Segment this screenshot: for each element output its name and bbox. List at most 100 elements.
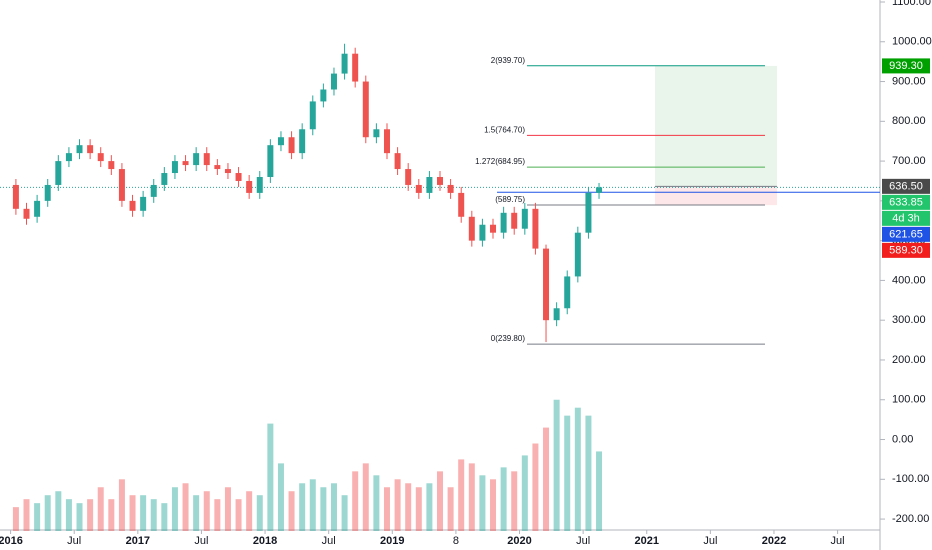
x-tick-label: Jul <box>576 535 590 547</box>
candle-body <box>341 53 348 74</box>
x-tick-label: 8 <box>453 535 459 547</box>
volume-bar <box>309 479 316 531</box>
candle-body <box>383 129 390 154</box>
candle-body <box>415 184 422 193</box>
fib-label: (589.75) <box>495 195 525 204</box>
volume-bar <box>415 487 422 531</box>
volume-bar <box>171 487 178 531</box>
volume-bar <box>543 427 550 531</box>
candle-body <box>203 153 210 166</box>
volume-bar <box>426 483 433 531</box>
price-tag <box>882 226 930 242</box>
candle-body <box>585 192 592 233</box>
volume-bar <box>352 471 359 531</box>
volume-bar <box>267 423 274 531</box>
volume-bar <box>193 495 200 531</box>
volume-bar <box>235 499 242 531</box>
volume-bar <box>596 451 603 531</box>
candle-body <box>44 184 51 201</box>
volume-bar <box>224 487 231 531</box>
candle-body <box>140 196 147 211</box>
volume-bar <box>65 499 72 531</box>
volume-bar <box>468 463 475 531</box>
volume-bar <box>246 491 253 531</box>
price-tag <box>882 58 930 74</box>
volume-bar <box>182 483 189 531</box>
candle-body <box>511 212 518 229</box>
volume-bar <box>330 483 337 531</box>
volume-bar <box>341 495 348 531</box>
volume-bar <box>553 399 560 531</box>
candle-body <box>458 192 465 217</box>
candle-body <box>23 208 30 219</box>
candle-body <box>34 200 41 217</box>
candle-body <box>309 101 316 130</box>
volume-bar <box>479 475 486 531</box>
candle-body <box>320 89 327 102</box>
candle-body <box>193 153 200 166</box>
y-tick-label: 0.00 <box>892 433 913 445</box>
y-tick-label: 400.00 <box>892 274 926 286</box>
y-tick-label: 700.00 <box>892 155 926 167</box>
candle-body <box>12 184 19 209</box>
candle-body <box>596 187 603 193</box>
volume-bar <box>256 495 263 531</box>
candle-body <box>214 165 221 170</box>
candle-body <box>394 153 401 170</box>
price-tag-label: 633.85 <box>889 196 923 208</box>
fib-label: 0(239.80) <box>491 334 526 343</box>
candle-body <box>267 145 274 177</box>
volume-bar <box>362 463 369 531</box>
x-tick-label: Jul <box>703 535 717 547</box>
volume-bar <box>299 483 306 531</box>
x-tick-label: 2019 <box>380 535 404 547</box>
stop-zone <box>655 186 777 206</box>
candle-body <box>426 177 433 193</box>
candle-body <box>288 137 295 154</box>
candle-body <box>161 173 168 185</box>
y-tick-label: 800.00 <box>892 115 926 127</box>
volume-bar <box>76 503 83 531</box>
volume-bar <box>458 459 465 531</box>
candle-body <box>405 169 412 185</box>
volume-bar <box>288 491 295 531</box>
candle-body <box>490 224 497 233</box>
candle-body <box>532 208 539 249</box>
volume-bar <box>140 495 147 531</box>
volume-bar <box>23 499 30 531</box>
candle-body <box>235 173 242 181</box>
price-tag-label: 939.30 <box>889 60 923 72</box>
candle-body <box>330 73 337 90</box>
x-tick-label: 2018 <box>253 535 277 547</box>
price-tag-label: 589.30 <box>889 244 923 256</box>
candle-body <box>521 208 528 229</box>
candle-body <box>65 153 72 162</box>
volume-bar <box>12 507 19 531</box>
volume-bar <box>490 479 497 531</box>
fib-label: 2(939.70) <box>491 56 526 65</box>
volume-bar <box>405 483 412 531</box>
volume-bar <box>129 495 136 531</box>
candle-body <box>564 276 571 309</box>
volume-bar <box>87 499 94 531</box>
x-tick-label: Jul <box>67 535 81 547</box>
volume-bar <box>55 491 62 531</box>
volume-bar <box>214 499 221 531</box>
price-tag <box>882 242 930 258</box>
candle-body <box>87 145 94 154</box>
candle-body <box>129 200 136 211</box>
volume-bar <box>585 415 592 531</box>
volume-bar <box>500 467 507 531</box>
volume-bar <box>320 487 327 531</box>
candle-body <box>543 248 550 321</box>
volume-bar <box>394 479 401 531</box>
y-tick-label: 900.00 <box>892 75 926 87</box>
volume-bar <box>34 503 41 531</box>
fib-label: 1.272(684.95) <box>475 157 525 166</box>
y-tick-label: 300.00 <box>892 314 926 326</box>
y-tick-label: -100.00 <box>892 473 929 485</box>
volume-bar <box>118 479 125 531</box>
candle-body <box>437 177 443 185</box>
